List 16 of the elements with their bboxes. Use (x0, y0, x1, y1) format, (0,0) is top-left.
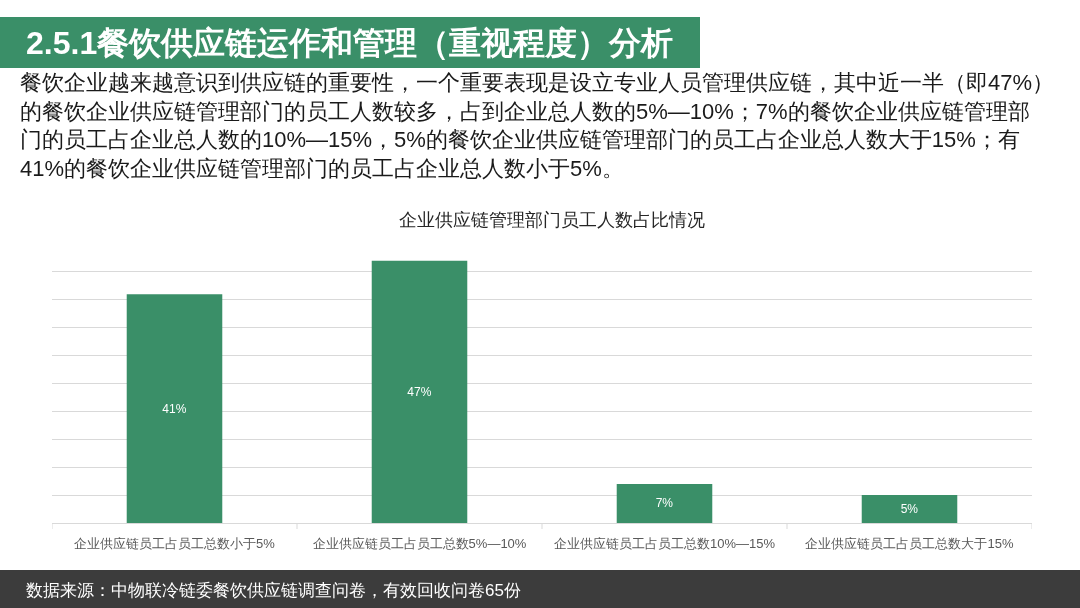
data-label: 7% (655, 496, 674, 511)
text: 2.5.1餐饮供应链运作和管理（重视程度）分析 (26, 25, 674, 61)
x-tick-label: 企业供应链员工占员工总数5%—10% (312, 535, 527, 551)
source-note: 数据来源：中物联冷链委餐饮供应链调查问卷，有效回收问卷65份 (26, 581, 521, 600)
data-label: 47% (407, 384, 432, 399)
text: 餐饮企业越来越意识到供应链的重要性，一个重要表现是设立专业人员管理供应链，其中近一半（即47%）的餐饮企业供应链管理部门的员工人数较多，占到企业总人数的5%—10%；7%的餐饮企业供应链管理部门的员工占企业总人数的10%—15%，5%的餐饮企业供应链管理部门的员工占企业总人数大于15%；有41%的餐饮企业供应链管理部门的员工占企业总人数小于5%。 (20, 70, 1055, 181)
x-tick-label: 企业供应链员工占员工总数小于5% (74, 535, 276, 551)
chart-title: 企业供应链管理部门员工人数占比情况 (399, 210, 705, 231)
x-tick-label: 企业供应链员工占员工总数大于15% (805, 535, 1014, 551)
bar (616, 483, 713, 523)
bar (371, 260, 468, 523)
data-label: 41% (162, 401, 187, 416)
bar (126, 294, 223, 523)
x-tick-label: 企业供应链员工占员工总数10%—15% (553, 535, 776, 551)
bar (861, 495, 958, 523)
data-label: 5% (900, 502, 919, 517)
